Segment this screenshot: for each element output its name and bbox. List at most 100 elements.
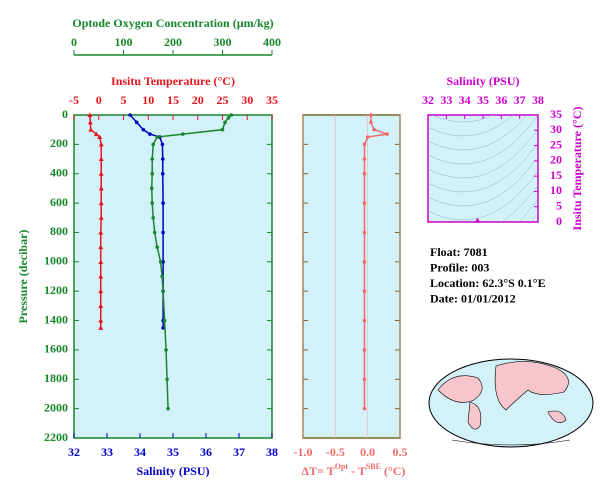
marker [362, 260, 367, 264]
marker [87, 112, 93, 117]
info-line: Profile: 003 [430, 260, 489, 274]
marker [223, 120, 227, 125]
x-axis-title: Salinity (PSU) [446, 74, 519, 88]
ts-point [474, 217, 481, 223]
x-axis-title: ΔT= TOpt - TSBE (°C) [302, 462, 406, 477]
marker [362, 230, 367, 235]
y-tick-label: 400 [50, 165, 68, 179]
marker [98, 288, 104, 294]
y-axis-title: Insitu Temperature (°C) [570, 107, 584, 231]
marker [362, 377, 367, 382]
marker [97, 134, 103, 140]
x-tick-label: 15 [167, 93, 179, 107]
x-axis-title: Optode Oxygen Concentration (µm/kg) [72, 16, 273, 30]
marker [362, 348, 367, 352]
x-tick-label: -5 [69, 93, 79, 107]
marker [362, 171, 367, 176]
marker [155, 135, 159, 139]
x-axis-title-part: - T [348, 464, 366, 478]
marker [165, 377, 169, 382]
density-contour [518, 198, 538, 222]
marker [151, 215, 155, 220]
marker [229, 113, 234, 117]
density-contour [428, 115, 528, 151]
marker [162, 318, 167, 323]
density-contour [428, 156, 538, 207]
marker [88, 127, 94, 132]
y-tick-label: 1000 [44, 254, 68, 268]
marker [226, 116, 231, 120]
x-tick-label: 200 [164, 35, 182, 49]
density-contour [428, 115, 514, 137]
y-tick-label: 15 [550, 168, 562, 182]
marker [362, 318, 367, 323]
marker [148, 132, 152, 136]
marker [365, 135, 370, 139]
marker [166, 406, 170, 411]
y-tick-label: 0 [556, 214, 562, 228]
marker [150, 201, 155, 205]
info-line: Location: 62.3°S 0.1°E [430, 276, 546, 290]
marker [98, 274, 104, 279]
marker [98, 303, 104, 308]
x-axis-title: Insitu Temperature (°C) [111, 74, 235, 88]
x-tick-label: 20 [192, 93, 204, 107]
marker [150, 157, 155, 161]
y-tick-label: 30 [550, 122, 562, 136]
x-tick-label: 35 [266, 93, 278, 107]
y-tick-label: 2200 [44, 430, 68, 444]
marker [128, 113, 132, 117]
x-tick-label: 32 [68, 445, 80, 459]
marker [141, 127, 146, 132]
profile-line [363, 115, 388, 409]
y-tick-label: 1600 [44, 342, 68, 356]
marker [362, 201, 367, 205]
x-tick-label: 38 [266, 445, 278, 459]
marker [98, 325, 104, 330]
x-tick-label: 34 [459, 93, 471, 107]
y-tick-label: 10 [550, 183, 562, 197]
marker [158, 260, 163, 264]
marker [161, 201, 165, 205]
x-tick-label: 33 [101, 445, 113, 459]
world-map [428, 358, 594, 448]
x-axis-title: Salinity (PSU) [136, 464, 209, 478]
marker [161, 326, 165, 330]
marker [385, 132, 389, 136]
x-tick-label: 37 [233, 445, 245, 459]
marker [149, 186, 154, 191]
x-axis-title-part: SBE [366, 462, 381, 471]
marker [98, 244, 104, 250]
marker [362, 142, 367, 147]
x-tick-label: 30 [241, 93, 253, 107]
x-tick-label: 35 [167, 445, 179, 459]
y-tick-label: 1400 [44, 312, 68, 326]
y-tick-label: 20 [550, 153, 562, 167]
info-line: Date: 01/01/2012 [430, 291, 516, 305]
marker [152, 230, 157, 235]
x-tick-label: 34 [134, 445, 146, 459]
x-tick-label: 32 [422, 93, 434, 107]
x-tick-label: 35 [477, 93, 489, 107]
y-tick-label: 5 [556, 198, 562, 212]
x-axis-title-part: Opt [335, 462, 349, 471]
marker [160, 157, 165, 161]
x-tick-label: 25 [217, 93, 229, 107]
x-tick-label: 300 [214, 35, 232, 49]
marker [161, 230, 165, 235]
x-axis-title-part: ΔT= T [302, 464, 335, 478]
y-tick-label: 1200 [44, 283, 68, 297]
y-tick-label: 600 [50, 195, 68, 209]
x-tick-label: 0.5 [393, 445, 408, 459]
marker [87, 119, 93, 125]
x-tick-label: -1.0 [294, 445, 313, 459]
marker [369, 113, 373, 117]
x-axis-title-part: (°C) [381, 464, 405, 478]
marker [372, 127, 376, 132]
y-tick-label: 800 [50, 224, 68, 238]
marker [134, 120, 139, 125]
marker [98, 156, 104, 162]
marker [155, 245, 159, 249]
marker [98, 215, 104, 220]
marker [161, 260, 165, 264]
